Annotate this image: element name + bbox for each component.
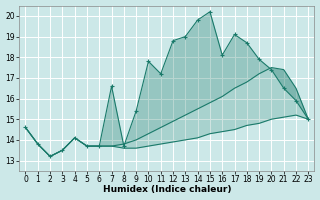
X-axis label: Humidex (Indice chaleur): Humidex (Indice chaleur) <box>103 185 231 194</box>
